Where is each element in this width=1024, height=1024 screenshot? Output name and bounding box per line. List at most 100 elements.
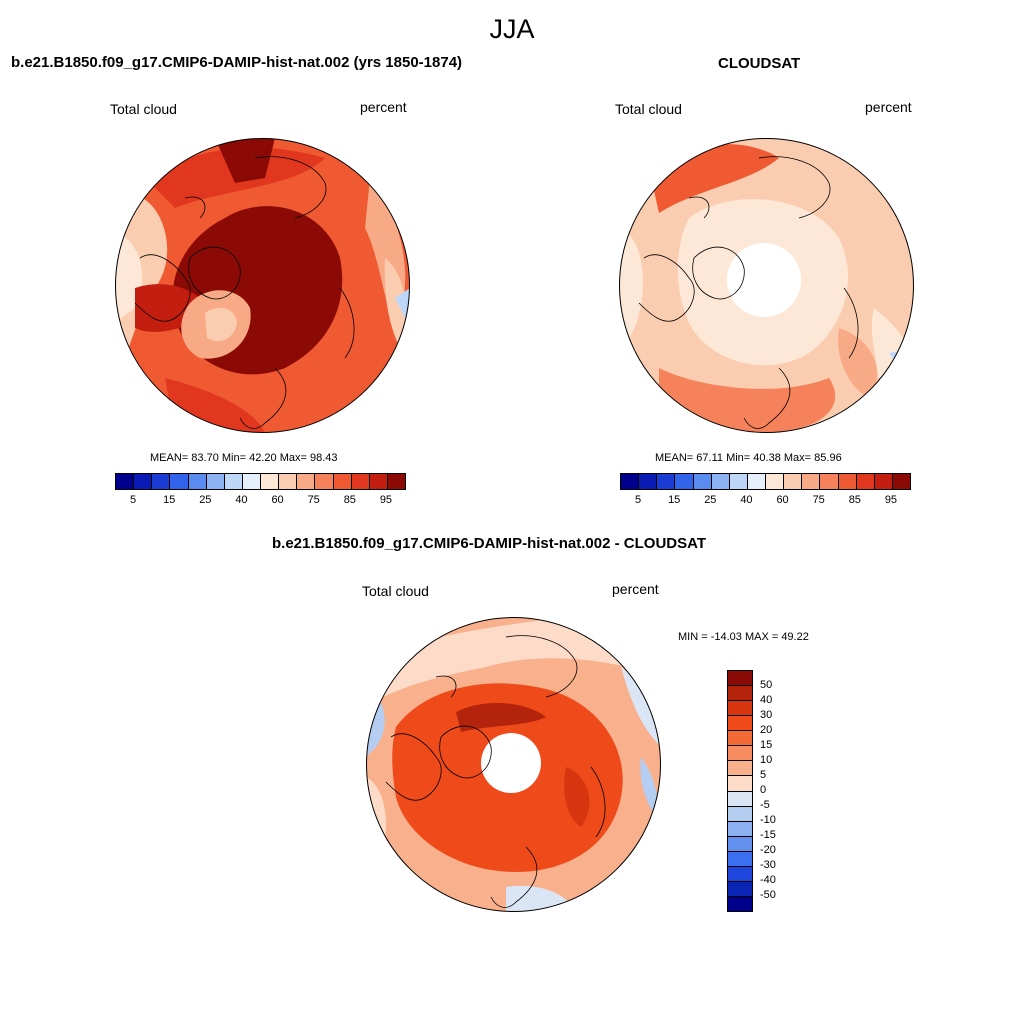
panel3-polar-map bbox=[366, 617, 661, 912]
panel2-colorbar-swatch bbox=[639, 474, 658, 489]
panel2-colorbar-swatch bbox=[747, 474, 766, 489]
panel1-colorbar-swatch bbox=[351, 474, 370, 489]
panel3-left-label: Total cloud bbox=[362, 583, 429, 599]
panel2-colorbar-swatch bbox=[711, 474, 730, 489]
panel2-colorbar-tick: 5 bbox=[635, 494, 642, 506]
panel2-colorbar-swatch bbox=[838, 474, 857, 489]
panel3-colorbar-swatch bbox=[728, 821, 752, 837]
panel1-stats: MEAN= 83.70 Min= 42.20 Max= 98.43 bbox=[150, 452, 338, 464]
panel1-max-value: 98.43 bbox=[309, 452, 338, 464]
panel1-min-value: 42.20 bbox=[249, 452, 277, 464]
panel2-colorbar-swatch bbox=[675, 474, 694, 489]
panel2-colorbar-swatch bbox=[874, 474, 893, 489]
panel1-colorbar-swatch bbox=[242, 474, 261, 489]
panel1-colorbar-swatch bbox=[206, 474, 225, 489]
panel1-min-label: Min= bbox=[221, 452, 247, 464]
panel3-colorbar-swatch bbox=[728, 791, 752, 807]
panel2-min-value: 40.38 bbox=[753, 452, 781, 464]
panel1-colorbar-tick: 25 bbox=[199, 494, 212, 506]
panel2-colorbar-tick: 60 bbox=[776, 494, 789, 506]
panel3-colorbar-tick: 15 bbox=[760, 739, 773, 751]
panel3-colorbar-tick: -5 bbox=[760, 799, 770, 811]
panel3-colorbar-swatch bbox=[728, 836, 752, 852]
panel3-colorbar-tick: -40 bbox=[760, 874, 776, 886]
panel2-colorbar-swatch bbox=[802, 474, 821, 489]
panel3-colorbar-swatch bbox=[728, 761, 752, 777]
panel1-colorbar-swatch bbox=[116, 474, 135, 489]
panel2-colorbar-tick: 75 bbox=[812, 494, 825, 506]
panel3-colorbar-swatch bbox=[728, 701, 752, 717]
panel2-title: CLOUDSAT bbox=[718, 55, 801, 72]
panel2-polar-map bbox=[619, 138, 914, 433]
panel1-colorbar-ticks: 5 15 25 40 60 75 85 95 bbox=[115, 494, 404, 508]
panel1-mean-value: 83.70 bbox=[191, 452, 219, 464]
panel3-colorbar-tick: 50 bbox=[760, 679, 773, 691]
panel2-colorbar-swatch bbox=[784, 474, 803, 489]
panel2-colorbar-ticks: 5 15 25 40 60 75 85 95 bbox=[620, 494, 909, 508]
panel2-mean-value: 67.11 bbox=[696, 452, 723, 464]
panel2-colorbar-tick: 85 bbox=[848, 494, 861, 506]
panel3-colorbar-tick: -50 bbox=[760, 889, 776, 901]
panel3-colorbar bbox=[727, 670, 753, 912]
panel2-mean-label: MEAN= bbox=[655, 452, 694, 464]
panel2-colorbar bbox=[620, 473, 911, 490]
panel3-colorbar-swatch bbox=[728, 671, 752, 687]
panel3-colorbar-tick: 30 bbox=[760, 709, 773, 721]
panel1-colorbar-swatch bbox=[224, 474, 243, 489]
panel3-colorbar-tick: 5 bbox=[760, 769, 767, 781]
panel1-colorbar-swatch bbox=[297, 474, 316, 489]
panel3-units-label: percent bbox=[612, 581, 659, 597]
panel2-colorbar-swatch bbox=[820, 474, 839, 489]
panel1-colorbar-swatch bbox=[134, 474, 153, 489]
panel3-colorbar-tick: -10 bbox=[760, 814, 776, 826]
panel1-mean-label: MEAN= bbox=[150, 452, 189, 464]
panel3-colorbar-swatch bbox=[728, 881, 752, 897]
panel1-colorbar-tick: 85 bbox=[343, 494, 356, 506]
panel1-colorbar-swatch bbox=[333, 474, 352, 489]
panel1-colorbar-tick: 60 bbox=[271, 494, 284, 506]
panel2-max-label: Max= bbox=[783, 452, 812, 464]
panel3-colorbar-tick: 10 bbox=[760, 754, 773, 766]
panel1-colorbar-tick: 15 bbox=[163, 494, 176, 506]
panel1-units-label: percent bbox=[360, 99, 407, 115]
panel2-min-label: Min= bbox=[726, 452, 751, 464]
main-title: JJA bbox=[489, 14, 535, 44]
panel3-colorbar-tick: 20 bbox=[760, 724, 773, 736]
panel2-colorbar-swatch bbox=[766, 474, 785, 489]
panel2-colorbar-tick: 15 bbox=[668, 494, 681, 506]
panel2-colorbar-swatch bbox=[729, 474, 748, 489]
panel1-colorbar-swatch bbox=[387, 474, 405, 489]
panel2-colorbar-tick: 25 bbox=[704, 494, 717, 506]
panel3-colorbar-swatch bbox=[728, 716, 752, 732]
panel3-colorbar-tick: 40 bbox=[760, 694, 773, 706]
panel3-colorbar-swatch bbox=[728, 896, 752, 911]
panel3-colorbar-swatch bbox=[728, 806, 752, 822]
panel1-colorbar-tick: 75 bbox=[307, 494, 320, 506]
panel1-colorbar-tick: 5 bbox=[130, 494, 137, 506]
panel3-colorbar-ticks: 50 40 30 20 15 10 5 0 -5 -10 -15 -20 -30 -40 -50 bbox=[760, 670, 800, 910]
panel1-colorbar bbox=[115, 473, 406, 490]
panel1-colorbar-swatch bbox=[369, 474, 388, 489]
panel1-colorbar-swatch bbox=[152, 474, 171, 489]
panel1-colorbar-swatch bbox=[279, 474, 298, 489]
panel2-units-label: percent bbox=[865, 99, 912, 115]
panel2-colorbar-tick: 95 bbox=[884, 494, 898, 506]
panel3-colorbar-swatch bbox=[728, 851, 752, 867]
panel1-colorbar-swatch bbox=[170, 474, 189, 489]
panel3-colorbar-swatch bbox=[728, 746, 752, 762]
panel3-minmax: MIN = -14.03 MAX = 49.22 bbox=[678, 631, 809, 643]
panel3-colorbar-tick: -30 bbox=[760, 859, 776, 871]
panel2-colorbar-swatch bbox=[892, 474, 910, 489]
panel2-colorbar-tick: 40 bbox=[740, 494, 753, 506]
panel3-colorbar-tick: -15 bbox=[760, 829, 776, 841]
panel3-colorbar-swatch bbox=[728, 776, 752, 792]
panel2-max-value: 85.96 bbox=[814, 452, 842, 464]
panel3-title: b.e21.B1850.f09_g17.CMIP6-DAMIP-hist-nat… bbox=[272, 535, 706, 552]
panel1-title: b.e21.B1850.f09_g17.CMIP6-DAMIP-hist-nat… bbox=[11, 54, 463, 71]
panel1-left-label: Total cloud bbox=[110, 101, 177, 117]
panel1-colorbar-swatch bbox=[261, 474, 280, 489]
panel2-colorbar-swatch bbox=[693, 474, 712, 489]
panel3-colorbar-swatch bbox=[728, 731, 752, 747]
panel1-max-label: Max= bbox=[279, 452, 307, 464]
panel2-colorbar-swatch bbox=[621, 474, 640, 489]
